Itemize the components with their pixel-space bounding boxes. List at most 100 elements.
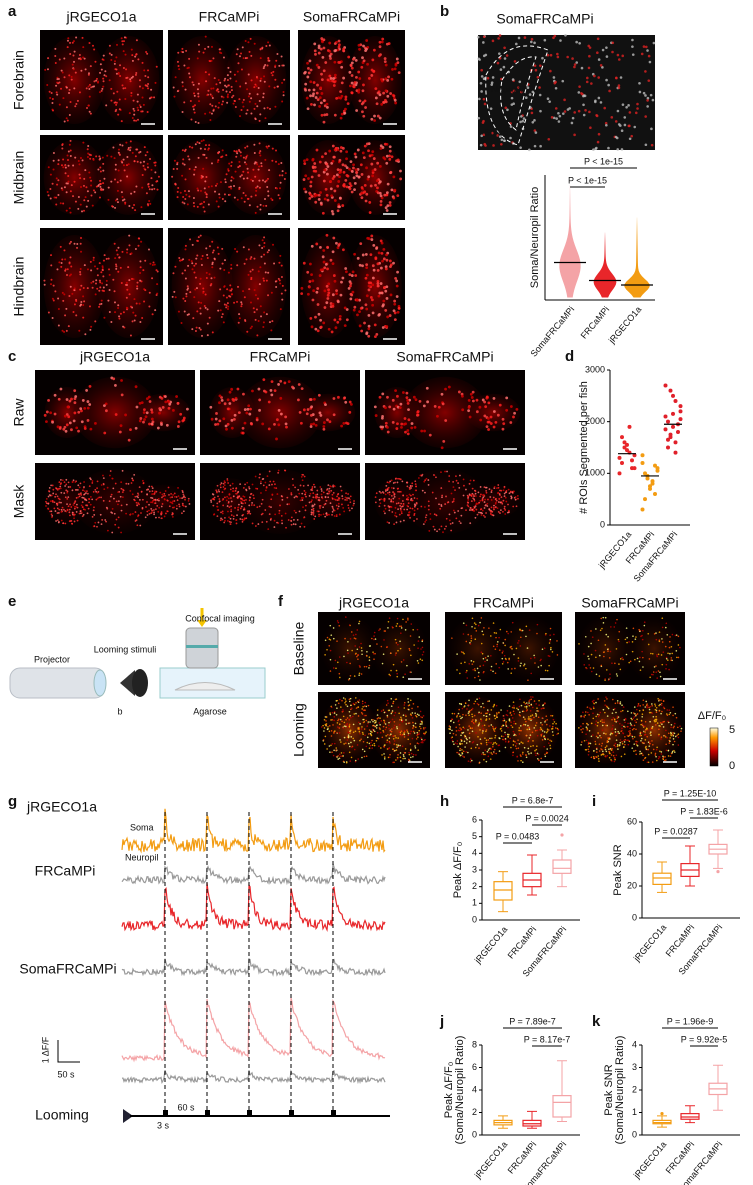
cell — [428, 433, 432, 437]
cell — [71, 489, 74, 492]
cell — [47, 398, 50, 402]
cell — [278, 64, 281, 67]
cell — [68, 399, 72, 403]
cell — [346, 717, 349, 719]
cell — [371, 744, 374, 747]
cell — [322, 724, 324, 727]
cell — [406, 494, 408, 497]
cell — [441, 402, 445, 406]
cell — [57, 159, 60, 162]
cell — [126, 175, 129, 178]
cell — [149, 262, 152, 265]
cell — [554, 107, 558, 110]
cell — [277, 471, 280, 474]
cell — [640, 52, 644, 56]
cell — [232, 515, 235, 518]
cell — [343, 736, 346, 739]
cell — [186, 285, 189, 288]
cell — [236, 198, 239, 201]
cell — [297, 398, 300, 402]
cell — [61, 479, 64, 482]
cell — [231, 482, 234, 485]
cell — [184, 498, 186, 501]
cell — [68, 88, 71, 91]
cell — [146, 111, 149, 114]
cell — [472, 507, 475, 510]
cell — [82, 295, 85, 298]
cell — [277, 409, 281, 412]
cell — [265, 279, 268, 282]
cell — [172, 494, 174, 496]
cell — [328, 513, 330, 516]
cell — [120, 481, 123, 484]
cell — [192, 197, 195, 200]
cell — [406, 429, 410, 432]
cell — [315, 497, 318, 500]
cell — [196, 88, 199, 91]
cell — [218, 500, 221, 503]
cell — [384, 100, 388, 104]
cell — [156, 188, 159, 191]
cell — [296, 518, 299, 521]
cell — [79, 512, 82, 515]
cell — [634, 638, 637, 640]
cell — [343, 743, 345, 745]
cell — [275, 160, 278, 163]
cell — [226, 478, 229, 480]
cell — [343, 655, 345, 658]
cell — [226, 74, 229, 77]
cell — [342, 697, 345, 699]
cell — [130, 48, 133, 51]
cell — [460, 734, 462, 737]
cell — [387, 505, 390, 507]
cell — [240, 301, 243, 304]
cell — [147, 76, 150, 79]
cell — [50, 91, 53, 94]
cell — [183, 64, 186, 67]
cell — [578, 85, 581, 88]
cell — [371, 747, 373, 749]
cell — [217, 90, 220, 93]
cell — [607, 146, 610, 150]
cell — [333, 712, 336, 714]
cell — [238, 165, 241, 168]
cell — [91, 480, 94, 482]
cell — [65, 398, 69, 401]
cell — [366, 725, 369, 727]
cell — [537, 666, 540, 668]
cell — [352, 715, 354, 718]
cell — [417, 749, 419, 751]
cell — [610, 626, 612, 628]
cell — [281, 522, 284, 525]
cell — [372, 157, 376, 160]
cell — [412, 730, 415, 733]
cell — [202, 139, 205, 142]
cell — [414, 483, 417, 486]
cell — [49, 510, 51, 513]
cell — [263, 80, 266, 83]
cell — [547, 655, 550, 657]
cell — [250, 112, 253, 115]
cell — [49, 96, 52, 99]
cell — [670, 659, 673, 661]
cell — [56, 504, 59, 506]
cell — [485, 490, 488, 492]
cell — [314, 96, 318, 99]
cell — [53, 507, 56, 510]
cell — [325, 720, 327, 722]
cell — [331, 497, 334, 500]
cell — [52, 159, 55, 162]
cell — [397, 706, 400, 709]
cell — [530, 37, 534, 41]
cell — [91, 204, 94, 207]
cell — [547, 137, 551, 141]
cell — [401, 500, 404, 502]
cell — [140, 110, 143, 113]
cell — [117, 148, 120, 151]
cell — [594, 100, 597, 104]
cell — [549, 640, 551, 642]
cell — [80, 186, 83, 189]
cell — [270, 393, 274, 397]
cell — [335, 292, 338, 295]
cell — [374, 496, 377, 499]
